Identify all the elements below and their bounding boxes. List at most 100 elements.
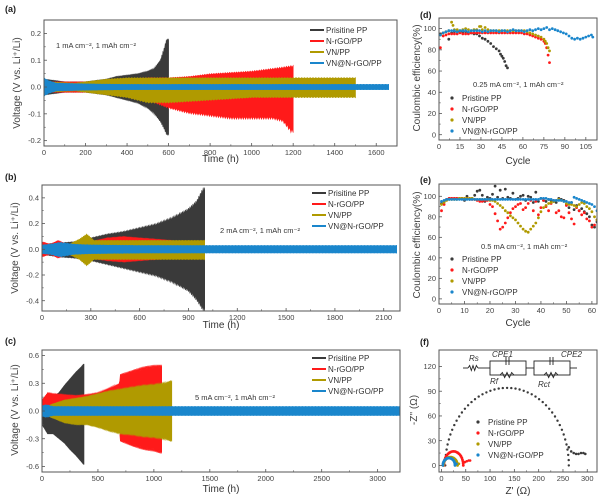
ce-point-pristine <box>529 195 533 199</box>
legend-marker-vnnrgo <box>476 453 480 457</box>
plot-area <box>42 363 400 465</box>
legend-marker-vn <box>450 279 454 283</box>
y-axis-label: Voltage (V vs. Li⁺/Li) <box>10 364 21 455</box>
ce-point-vnnrgo <box>520 29 523 33</box>
ce-point-pristine <box>483 37 487 41</box>
ce-point-pristine <box>504 64 508 68</box>
ce-point-vn <box>567 203 571 206</box>
eis-point-nrgo <box>468 459 472 462</box>
ce-point-vnnrgo <box>475 198 479 201</box>
ce-point-nrgo <box>570 217 573 221</box>
y-tick-label: 100 <box>423 24 436 33</box>
ce-point-pristine <box>580 207 584 211</box>
x-axis-label: Cycle <box>505 156 530 167</box>
ce-point-vn <box>547 202 550 205</box>
eis-point-nrgo <box>461 464 465 467</box>
y-tick-label: 0 <box>432 130 436 139</box>
ce-point-vn <box>590 210 594 214</box>
legend-marker-vnnrgo <box>450 290 454 294</box>
ce-point-vn <box>516 221 520 225</box>
panel-label: (c) <box>5 336 16 346</box>
ce-point-vnnrgo <box>536 27 540 30</box>
x-tick-label: 250 <box>557 474 570 483</box>
ce-point-nrgo <box>439 46 442 50</box>
ce-point-vnnrgo <box>573 37 576 41</box>
ce-point-vnnrgo <box>511 28 515 32</box>
ce-point-vnnrgo <box>531 198 535 201</box>
ce-point-nrgo <box>588 219 591 223</box>
ce-point-vnnrgo <box>478 29 481 33</box>
ce-point-vnnrgo <box>525 29 529 33</box>
legend-label: Prisitine PP <box>328 189 369 198</box>
ce-point-nrgo <box>500 31 504 35</box>
ce-point-vn <box>501 206 505 210</box>
ce-point-vnnrgo <box>467 30 470 34</box>
ce-point-vnnrgo <box>567 34 571 38</box>
eis-point-pristine <box>449 433 452 436</box>
y-tick-label: -0.1 <box>28 109 41 118</box>
ce-point-vn <box>545 42 549 45</box>
x-tick-label: 0 <box>40 474 44 483</box>
ce-point-pristine <box>506 66 509 70</box>
legend-label: VN@N-rGO/PP <box>488 451 544 460</box>
ce-point-nrgo <box>520 31 523 35</box>
ce-point-vn <box>548 49 551 53</box>
ce-point-pristine <box>501 56 505 60</box>
x-tick-label: 3000 <box>369 474 386 483</box>
eis-point-pristine <box>451 428 454 431</box>
ce-point-nrgo <box>480 200 484 203</box>
ce-point-vnnrgo <box>503 29 507 33</box>
condition-annotation: 0.25 mA cm⁻², 1 mAh cm⁻² <box>473 80 564 89</box>
ce-point-nrgo <box>542 199 545 202</box>
ce-point-nrgo <box>521 208 525 212</box>
ce-point-nrgo <box>509 211 512 215</box>
x-tick-label: 1500 <box>278 313 295 322</box>
legend-marker-pristine <box>450 96 454 100</box>
ce-point-vnnrgo <box>542 197 545 200</box>
ce-point-vnnrgo <box>503 198 507 201</box>
voltage-band-vnnrgo <box>42 404 400 418</box>
plot-frame <box>438 183 598 305</box>
ce-point-nrgo <box>546 53 550 57</box>
eis-point-pristine <box>466 404 470 407</box>
y-tick-label: 20 <box>428 274 436 283</box>
ce-point-vnnrgo <box>442 199 446 202</box>
ce-point-vnnrgo <box>508 29 512 33</box>
ce-point-vnnrgo <box>480 198 484 201</box>
legend-label: Pristine PP <box>462 255 502 264</box>
ce-point-nrgo <box>539 37 543 41</box>
ce-point-pristine <box>494 47 498 51</box>
ce-point-nrgo <box>467 32 470 36</box>
ce-point-vnnrgo <box>455 198 459 201</box>
panel-label: (d) <box>420 10 432 20</box>
ce-point-vnnrgo <box>591 35 595 39</box>
ce-point-vn <box>521 227 525 231</box>
ce-point-nrgo <box>508 31 512 35</box>
ce-point-nrgo <box>531 34 535 38</box>
ce-point-pristine <box>572 208 576 212</box>
ce-point-vnnrgo <box>506 198 510 201</box>
x-axis-label: Z' (Ω) <box>506 486 531 497</box>
ce-point-vnnrgo <box>565 200 568 203</box>
legend-label: VN@N-rGO/PP <box>462 127 518 136</box>
ce-point-nrgo <box>469 31 473 35</box>
ce-point-vnnrgo <box>483 29 487 33</box>
ce-point-pristine <box>567 206 571 210</box>
eis-point-pristine <box>460 411 464 414</box>
x-axis-label: Time (h) <box>203 320 240 331</box>
eis-point-pristine <box>556 419 559 422</box>
eis-point-pristine <box>445 448 448 451</box>
ce-point-vnnrgo <box>478 198 482 201</box>
circuit-label-rf: Rf <box>490 377 499 386</box>
eis-point-pristine <box>510 386 513 390</box>
legend-label: N-rGO/PP <box>328 365 364 374</box>
voltage-band-vnnrgo <box>44 77 389 97</box>
ce-point-nrgo <box>483 31 487 35</box>
ce-point-nrgo <box>464 32 467 36</box>
ce-point-vnnrgo <box>469 29 473 33</box>
eis-point-pristine <box>548 407 551 410</box>
ce-point-vn <box>536 34 540 38</box>
chart-panel-b: 0 300 600 900 1200 1500 1800 2100 -0.4 -0.2 0.0 0.2… <box>5 172 401 331</box>
ce-point-vnnrgo <box>559 30 562 34</box>
